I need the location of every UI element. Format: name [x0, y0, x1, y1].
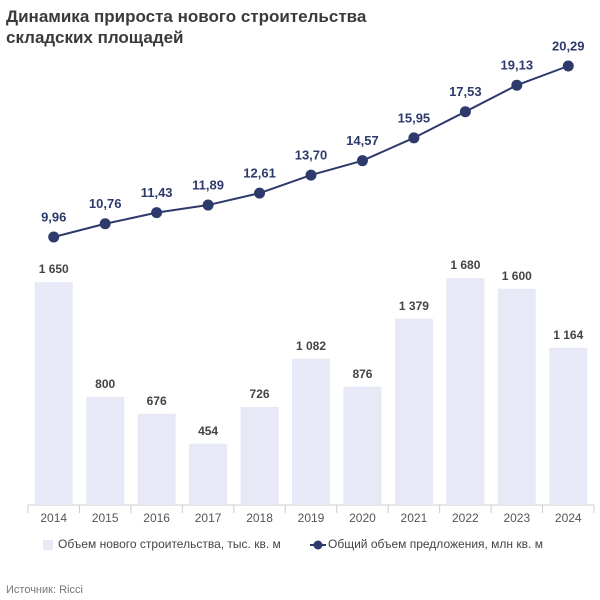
line-point [562, 60, 574, 72]
bar [292, 358, 330, 505]
bar-label: 1 379 [399, 299, 429, 313]
line-point [48, 231, 60, 243]
line-point [151, 207, 163, 219]
line-point [202, 199, 214, 211]
point-label: 17,53 [449, 84, 482, 99]
bar-label: 1 164 [553, 328, 583, 342]
line-point [99, 218, 111, 230]
point-label: 13,70 [295, 148, 328, 163]
line-point [408, 132, 420, 144]
x-tick-label: 2018 [246, 511, 273, 525]
bar [137, 413, 176, 505]
x-tick-label: 2015 [92, 511, 119, 525]
bar-label: 876 [352, 367, 372, 381]
legend-label: Объем нового строительства, тыс. кв. м [58, 537, 281, 551]
bar [497, 288, 536, 505]
x-tick-label: 2019 [298, 511, 325, 525]
chart-title: Динамика прироста нового строительства с… [6, 7, 367, 47]
x-tick-label: 2021 [401, 511, 428, 525]
x-tick-label: 2023 [503, 511, 530, 525]
point-label: 10,76 [89, 196, 122, 211]
x-tick-label: 2017 [195, 511, 222, 525]
point-label: 11,89 [192, 177, 224, 192]
line-point [356, 155, 368, 167]
line-point [305, 169, 317, 181]
line-point [459, 106, 471, 118]
line-point [254, 187, 266, 199]
point-label: 19,13 [501, 58, 534, 73]
bar [86, 396, 125, 505]
bar-label: 676 [147, 394, 167, 408]
bar [343, 386, 382, 505]
bar-label: 1 082 [296, 339, 326, 353]
legend-swatch [313, 540, 323, 550]
x-tick-label: 2024 [555, 511, 582, 525]
bar-label: 1 680 [450, 258, 480, 272]
bar-label: 454 [198, 424, 218, 438]
point-label: 20,29 [552, 38, 585, 53]
x-tick-label: 2016 [143, 511, 170, 525]
bar [34, 282, 73, 505]
bar [446, 278, 485, 505]
bar [189, 443, 228, 505]
bar-label: 726 [250, 387, 270, 401]
x-tick-label: 2014 [40, 511, 67, 525]
x-tick-label: 2022 [452, 511, 479, 525]
point-label: 11,43 [141, 185, 173, 200]
point-label: 14,57 [346, 133, 379, 148]
legend-swatch [43, 540, 53, 550]
bar-label: 1 650 [39, 262, 69, 276]
point-label: 9,96 [41, 209, 66, 224]
bar [240, 406, 279, 505]
bar [549, 347, 588, 505]
source: Источник: Ricci [6, 584, 83, 596]
x-tick-label: 2020 [349, 511, 376, 525]
line-point [511, 79, 523, 91]
bar [394, 318, 433, 505]
bar-label: 1 600 [502, 269, 532, 283]
legend-label: Общий объем предложения, млн кв. м [328, 537, 543, 551]
point-label: 15,95 [398, 110, 431, 125]
point-label: 12,61 [243, 166, 276, 181]
bar-label: 800 [95, 377, 115, 391]
